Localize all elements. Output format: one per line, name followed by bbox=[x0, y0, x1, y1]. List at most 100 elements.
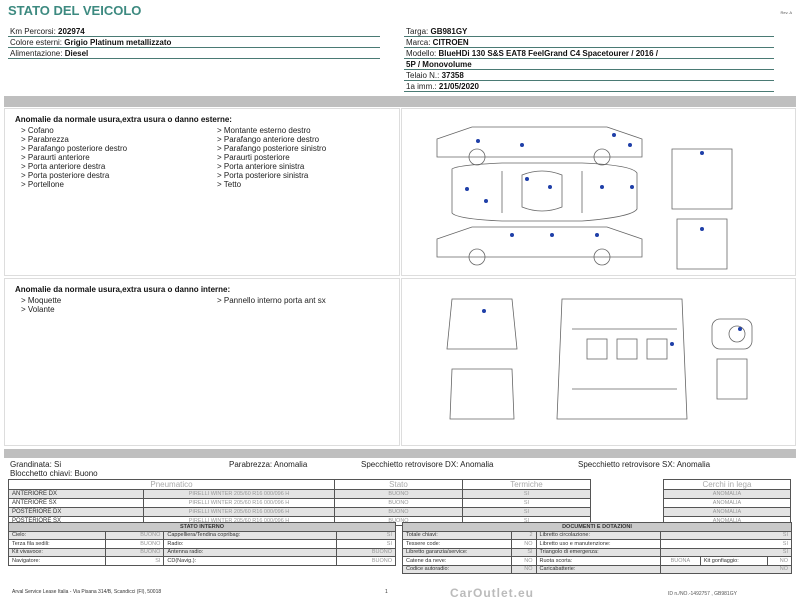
damage-item: > Pannello interno porta ant sx bbox=[217, 296, 326, 305]
damage-item: > Parabrezza bbox=[21, 135, 69, 144]
stato_interno-title-row: STATO INTERNO bbox=[8, 522, 396, 532]
damage-item: > Tetto bbox=[217, 180, 242, 189]
info-row: Alimentazione: Diesel bbox=[8, 48, 380, 59]
table-row: Codice autoradio: NO Caricabatterie: NO bbox=[401, 564, 793, 574]
external-title: Anomalie da normale usura,extra usura o … bbox=[15, 115, 232, 124]
damage-item: > Porta anteriore destra bbox=[21, 162, 106, 171]
specchietto-dx: Specchietto retrovisore DX: Anomalia bbox=[361, 460, 494, 469]
info-label: Colore esterni: bbox=[10, 38, 65, 47]
rim-row: ANOMALIA bbox=[663, 498, 791, 508]
tyre-row: POSTERIORE DX PIRELLI WINTER 205/60 R16 0… bbox=[8, 507, 591, 517]
table-row: Navigatore: SI CD(Navig.): BUONO bbox=[8, 556, 396, 566]
info-value: 202974 bbox=[58, 27, 85, 36]
damage-item: > Cofano bbox=[21, 126, 54, 135]
row-label: Triangolo di emergenza: bbox=[535, 547, 661, 557]
row-label: Radio: bbox=[163, 539, 338, 549]
info-row: Modello: BlueHDi 130 S&S EAT8 FeelGrand … bbox=[404, 48, 774, 59]
info-value: 5P / Monovolume bbox=[406, 60, 472, 69]
tyre-stato: BUONO bbox=[334, 498, 463, 508]
row-label: Totale chiavi: bbox=[401, 530, 513, 540]
info-label: Marca: bbox=[406, 38, 433, 47]
tyre-tyre: PIRELLI WINTER 205/60 R16 000/096 H bbox=[143, 498, 335, 508]
row-value: BUONO bbox=[336, 556, 396, 566]
info-value: GB981GY bbox=[430, 27, 468, 36]
internal-damage-panel: Anomalie da normale usura,extra usura o … bbox=[4, 278, 400, 446]
tyre-row: ANTERIORE DX PIRELLI WINTER 205/60 R16 00… bbox=[8, 489, 591, 499]
damage-item: > Porta posteriore destra bbox=[21, 171, 110, 180]
kit-gonfiaggio-value: NO bbox=[766, 556, 793, 566]
parabrezza: Parabrezza: Anomalia bbox=[229, 460, 308, 469]
footer-id: ID n./NO.-1492757 , GB981GY bbox=[668, 591, 737, 597]
tyre-stato: BUONO bbox=[334, 507, 463, 517]
documenti-title-row: DOCUMENTI E DOTAZIONI bbox=[402, 522, 792, 532]
row-value: NO bbox=[511, 556, 537, 566]
footer-address: Arval Service Lease Italia - Via Pisana … bbox=[12, 589, 162, 595]
documenti-table: DOCUMENTI E DOTAZIONI Totale chiavi: 2 Libr… bbox=[401, 522, 793, 574]
row-label: Terza fila sedili: bbox=[8, 539, 106, 549]
row-label: Kit vivavoce: bbox=[8, 547, 106, 557]
stato-interno-table: STATO INTERNO Cielo: BUONO Cappelliera/Tend… bbox=[8, 522, 396, 566]
row-value: SI bbox=[336, 539, 396, 549]
vehicle-info-right: Targa: GB981GY Marca: CITROEN Modello: Blu… bbox=[404, 26, 774, 92]
row-label: Libretto uso e manutenzione: bbox=[535, 539, 661, 549]
row-label: Catene da neve: bbox=[401, 556, 513, 566]
rims-table: Cerchi in lega ANOMALIA ANOMALIA ANOMALIA AN… bbox=[663, 479, 791, 526]
table-row: Kit vivavoce: BUONO Antenna radio: BUONO bbox=[8, 547, 396, 557]
damage-item: > Parafango posteriore destro bbox=[21, 144, 128, 153]
damage-item: > Volante bbox=[21, 305, 55, 314]
info-row: Colore esterni: Grigio Platinum metalliz… bbox=[8, 37, 380, 48]
internal-list-1: > Moquette > Volante bbox=[21, 296, 217, 314]
documenti-title: DOCUMENTI E DOTAZIONI bbox=[402, 522, 792, 532]
table-row: Terza fila sedili: BUONO Radio: SI bbox=[8, 539, 396, 549]
external-list-1: > Cofano > Parabrezza > Parafango posterio… bbox=[21, 126, 217, 189]
table-row: Cielo: BUONO Cappelliera/Tendina copribag:… bbox=[8, 530, 396, 540]
car-exterior-diagram bbox=[436, 126, 733, 270]
info-row: 1a imm.: 21/05/2020 bbox=[404, 81, 774, 92]
info-label: Alimentazione: bbox=[10, 49, 65, 58]
damage-item: > Porta anteriore sinistra bbox=[217, 162, 305, 171]
row-label: Cappelliera/Tendina copribag: bbox=[163, 530, 338, 540]
table-row: Libretto garanzia/service: SI Triangolo di… bbox=[401, 547, 793, 557]
summary-left: Grandinata: Si Blocchetto chiavi: Buono bbox=[10, 460, 98, 478]
row-value: BUONO bbox=[104, 547, 165, 557]
row-value: SI bbox=[659, 547, 793, 557]
row-value: BUONA bbox=[659, 556, 701, 566]
rim-status: ANOMALIA bbox=[663, 498, 791, 508]
rim-status: ANOMALIA bbox=[663, 507, 791, 517]
damage-item: > Parafango anteriore destro bbox=[217, 135, 320, 144]
external-damage-panel: Anomalie da normale usura,extra usura o … bbox=[4, 108, 400, 276]
vehicle-info-left: Km Percorsi: 202974 Colore esterni: Grigi… bbox=[8, 26, 380, 59]
info-label: Km Percorsi: bbox=[10, 27, 59, 36]
row-label: Tessere code: bbox=[401, 539, 513, 549]
info-label: 1a imm.: bbox=[406, 82, 439, 91]
tyre-row: ANTERIORE SX PIRELLI WINTER 205/60 R16 00… bbox=[8, 498, 591, 508]
tyre-row: POSTERIORE SX PIRELLI WINTER 205/60 R16 0… bbox=[8, 516, 591, 526]
internal-title: Anomalie da normale usura,extra usura o … bbox=[15, 285, 231, 294]
header-termiche: Termiche bbox=[462, 479, 591, 490]
info-value: Diesel bbox=[64, 49, 89, 58]
row-label: Navigatore: bbox=[8, 556, 106, 566]
info-row: Marca: CITROEN bbox=[404, 37, 774, 48]
row-label: Caricabatterie: bbox=[535, 564, 661, 574]
damage-item: > Parafango posteriore sinistro bbox=[217, 144, 327, 153]
row-value: NO bbox=[511, 564, 537, 574]
table-row: Tessere code: NO Libretto uso e manutenzio… bbox=[401, 539, 793, 549]
row-value: NO bbox=[511, 539, 537, 549]
header-cerchi: Cerchi in lega bbox=[663, 479, 791, 490]
row-label: CD(Navig.): bbox=[163, 556, 338, 566]
row-label: Antenna radio: bbox=[163, 547, 338, 557]
info-value: CITROEN bbox=[432, 38, 469, 47]
info-label: Targa: bbox=[406, 27, 431, 36]
row-value: SI bbox=[336, 530, 396, 540]
tyres-table: Pneumatico Stato Termiche ANTERIORE DX PIREL… bbox=[8, 479, 591, 526]
watermark-logo: CarOutlet.eu bbox=[450, 586, 535, 600]
info-label: Telaio N.: bbox=[406, 71, 442, 80]
table-row: Totale chiavi: 2 Libretto circolazione: SI bbox=[401, 530, 793, 540]
tyre-position: POSTERIORE DX bbox=[8, 507, 144, 517]
specchietto-sx: Specchietto retrovisore SX: Anomalia bbox=[578, 460, 711, 469]
damage-item: > Portellone bbox=[21, 180, 64, 189]
row-value: NO bbox=[659, 564, 793, 574]
info-row: 5P / Monovolume bbox=[404, 59, 774, 70]
tyre-term: SI bbox=[462, 498, 591, 508]
blocchetto-chiavi: Blocchetto chiavi: Buono bbox=[10, 469, 98, 478]
